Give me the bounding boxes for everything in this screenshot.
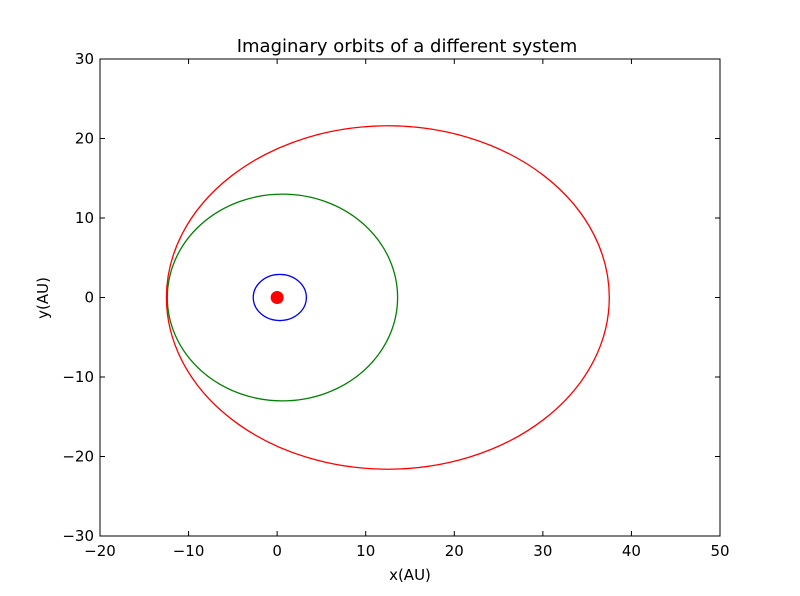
y-tick-label: 0 [84, 289, 94, 307]
x-tick-label: 0 [272, 542, 282, 560]
y-tick-label: −10 [62, 368, 94, 386]
y-tick-label: 20 [75, 130, 94, 148]
x-axis-label: x(AU) [389, 566, 431, 584]
x-tick-label: 50 [710, 542, 729, 560]
x-tick-label: 20 [445, 542, 464, 560]
x-tick-label: 40 [622, 542, 641, 560]
orbit-lines [165, 125, 610, 470]
orbit-2 [166, 193, 399, 402]
x-tick-label: 10 [356, 542, 375, 560]
y-tick-label: 30 [75, 50, 94, 68]
chart-title: Imaginary orbits of a different system [237, 36, 578, 57]
orbit-1 [252, 273, 308, 322]
plot-frame [99, 58, 721, 537]
central-body-marker [270, 291, 284, 304]
x-tick-label: −20 [84, 542, 116, 560]
y-axis-label: y(AU) [34, 277, 52, 319]
y-tick-label: −30 [62, 527, 94, 545]
y-tick-label: −20 [62, 448, 94, 466]
x-tick-label: −10 [173, 542, 205, 560]
y-tick-label: 10 [75, 209, 94, 227]
orbit-3 [165, 125, 610, 470]
x-tick-label: 30 [533, 542, 552, 560]
